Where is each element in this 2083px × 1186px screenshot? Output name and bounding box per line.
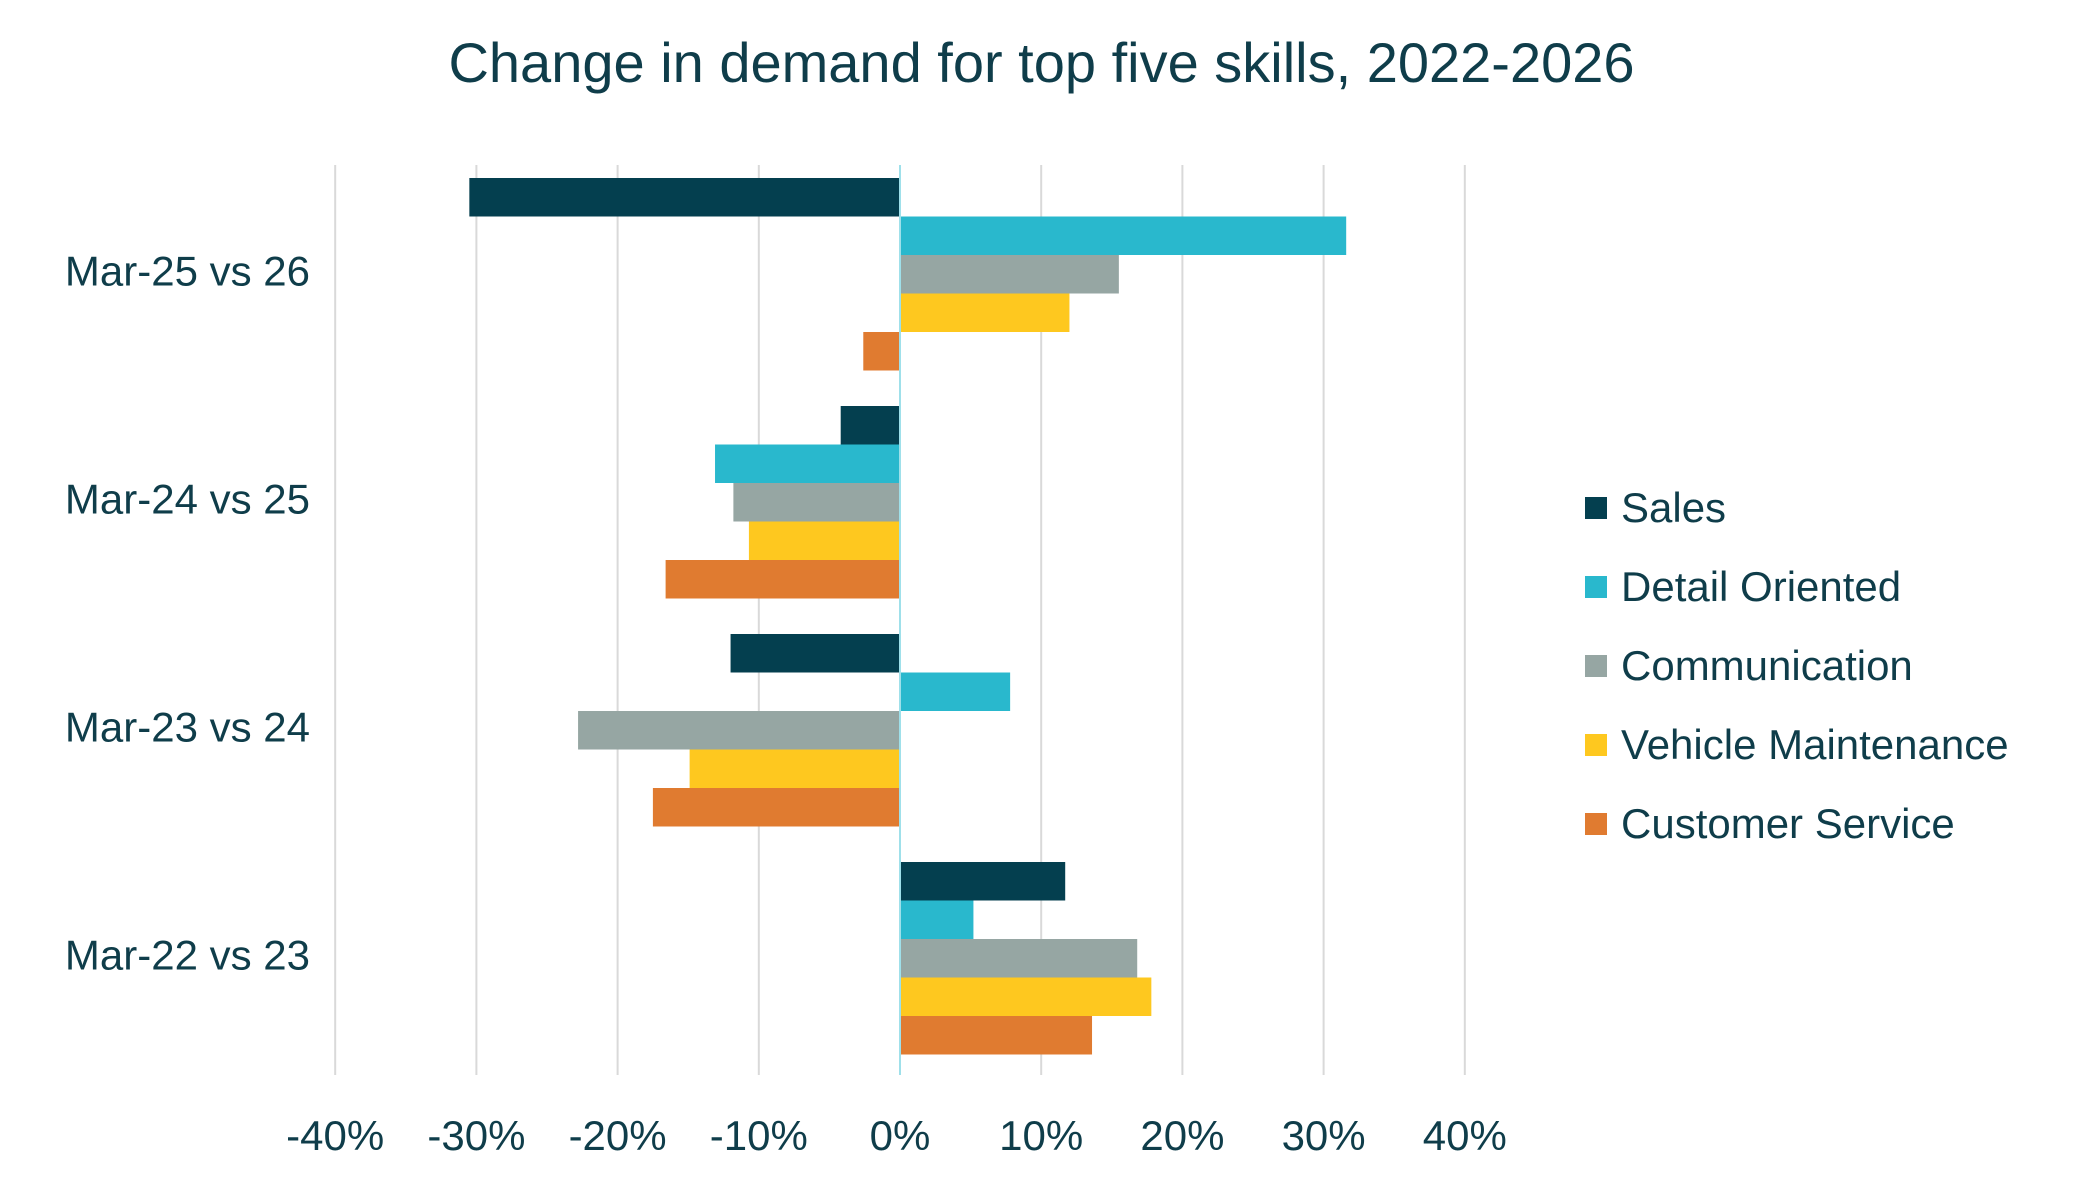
- legend-swatch: [1585, 575, 1607, 598]
- legend-item: Sales: [1585, 468, 2009, 547]
- bar-detail-oriented: [715, 444, 900, 483]
- bar-sales: [730, 634, 900, 673]
- bar-detail-oriented: [900, 672, 1011, 711]
- category-labels: Mar-25 vs 26 Mar-24 vs 25 Mar-23 vs 24 Mar-…: [65, 247, 310, 978]
- bar-customer-service: [863, 332, 900, 371]
- x-tick-label: -20%: [569, 1112, 667, 1159]
- legend-item: Detail Oriented: [1585, 547, 2009, 626]
- chart-title: Change in demand for top five skills, 20…: [448, 31, 1635, 94]
- bar-vehicle-maintenance: [689, 749, 900, 788]
- tick-labels: -40% -30% -20% -10% 0% 10% 20% 30% 40%: [286, 1112, 1507, 1159]
- bars: [469, 178, 1347, 1055]
- bar-detail-oriented: [900, 900, 974, 939]
- category-label: Mar-23 vs 24: [65, 703, 310, 750]
- category-label: Mar-22 vs 23: [65, 931, 310, 978]
- category-label: Mar-25 vs 26: [65, 247, 310, 294]
- legend-label: Detail Oriented: [1621, 562, 1902, 610]
- x-tick-label: 30%: [1282, 1112, 1366, 1159]
- bar-sales: [900, 862, 1066, 901]
- bar-sales: [469, 178, 900, 217]
- bar-communication: [578, 711, 900, 750]
- x-tick-label: -10%: [710, 1112, 808, 1159]
- x-tick-label: 40%: [1423, 1112, 1507, 1159]
- bar-communication: [900, 255, 1119, 294]
- bar-detail-oriented: [900, 216, 1347, 255]
- x-tick-label: 10%: [999, 1112, 1083, 1159]
- bar-communication: [900, 939, 1138, 978]
- bar-vehicle-maintenance: [900, 293, 1070, 332]
- legend-label: Customer Service: [1621, 799, 1955, 847]
- legend-label: Vehicle Maintenance: [1621, 720, 2009, 768]
- legend-label: Sales: [1621, 483, 1727, 531]
- legend-item: Vehicle Maintenance: [1585, 705, 2009, 784]
- legend: Sales Detail Oriented Communication Vehicle…: [1585, 468, 2009, 863]
- legend-label: Communication: [1621, 641, 1913, 689]
- category-label: Mar-24 vs 25: [65, 475, 310, 522]
- bar-customer-service: [652, 788, 900, 827]
- legend-item: Communication: [1585, 626, 2009, 705]
- legend-swatch: [1585, 496, 1607, 519]
- bar-vehicle-maintenance: [900, 977, 1152, 1016]
- legend-swatch: [1585, 812, 1607, 835]
- gridlines: [334, 165, 1466, 1075]
- bar-communication: [733, 483, 900, 522]
- bar-customer-service: [665, 560, 900, 599]
- bar-sales: [840, 406, 900, 445]
- x-tick-label: -40%: [286, 1112, 384, 1159]
- bar-customer-service: [900, 1016, 1093, 1055]
- x-tick-label: -30%: [427, 1112, 525, 1159]
- x-tick-label: 0%: [870, 1112, 931, 1159]
- bar-vehicle-maintenance: [748, 521, 900, 560]
- legend-item: Customer Service: [1585, 784, 2009, 863]
- legend-swatch: [1585, 654, 1607, 677]
- x-tick-label: 20%: [1140, 1112, 1224, 1159]
- legend-swatch: [1585, 733, 1607, 756]
